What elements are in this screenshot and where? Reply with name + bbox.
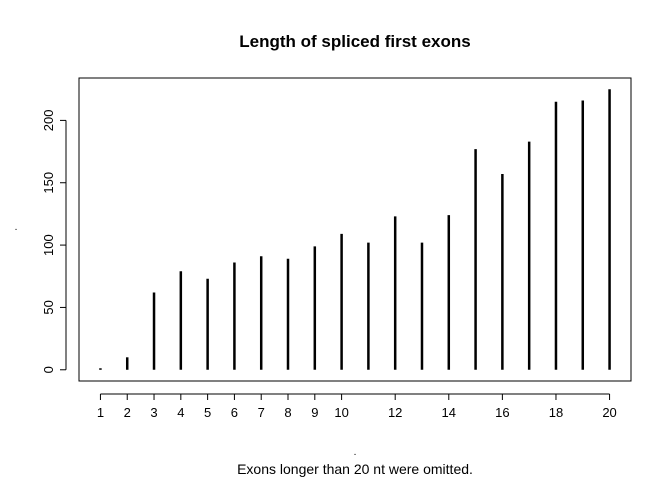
x-tick-label: 1 (97, 405, 104, 420)
bars (99, 89, 611, 370)
y-tick-label: 150 (41, 172, 56, 194)
x-tick-label: 2 (124, 405, 131, 420)
x-tick-label: 4 (177, 405, 184, 420)
y-axis-label: . (15, 222, 18, 233)
x-tick-label: 14 (442, 405, 456, 420)
chart-title: Length of spliced first exons (239, 32, 470, 51)
x-tick-label: 3 (150, 405, 157, 420)
y-tick-label: 100 (41, 234, 56, 256)
x-tick-label: 12 (388, 405, 402, 420)
x-axis: 1 2 3 4 5 6 7 8 9 10 12 14 16 18 20 (97, 393, 617, 420)
x-tick-label: 10 (334, 405, 348, 420)
y-tick-label: 200 (41, 110, 56, 132)
y-tick-label: 0 (41, 366, 56, 373)
y-tick-label: 50 (41, 300, 56, 314)
x-tick-label: 7 (258, 405, 265, 420)
x-tick-label: 18 (549, 405, 563, 420)
plot-frame (78, 77, 632, 382)
chart-subtitle: Exons longer than 20 nt were omitted. (237, 461, 473, 477)
x-axis-label: . (354, 447, 357, 458)
y-axis: 0 50 100 150 200 (41, 110, 67, 373)
x-tick-label: 6 (231, 405, 238, 420)
x-tick-label: 16 (495, 405, 509, 420)
x-tick-label: 9 (311, 405, 318, 420)
x-tick-label: 20 (602, 405, 616, 420)
x-tick-label: 5 (204, 405, 211, 420)
x-tick-label: 8 (284, 405, 291, 420)
